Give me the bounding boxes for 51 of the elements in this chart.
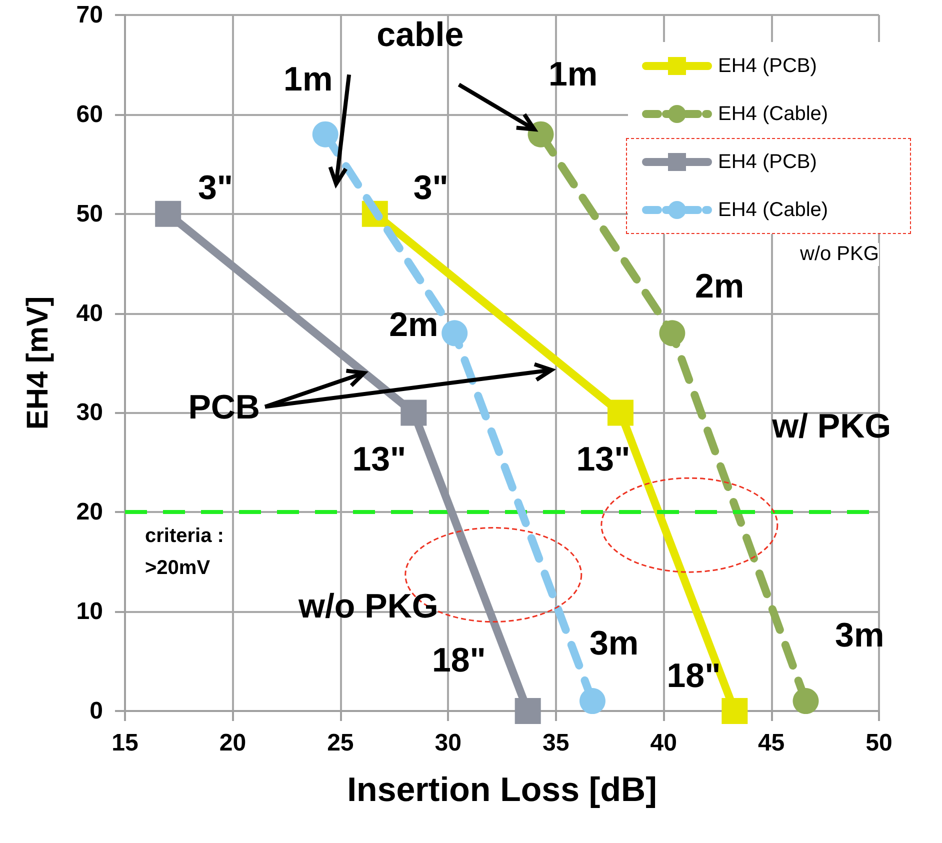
- annotation: cable: [376, 16, 464, 54]
- point: [722, 698, 748, 724]
- annotation: 18": [666, 657, 721, 696]
- annotation: 3m: [835, 616, 884, 654]
- annotation: w/ PKG: [771, 408, 892, 446]
- x-tick-label: 35: [542, 730, 570, 756]
- annotation: 1m: [284, 60, 333, 99]
- y-tick-label: 70: [76, 2, 103, 28]
- y-axis-title: EH4 [mV]: [22, 296, 54, 430]
- point: [528, 121, 554, 148]
- y-tick-label: 0: [90, 698, 103, 724]
- point: [400, 400, 427, 426]
- x-tick-label: 25: [327, 730, 354, 756]
- annotation: 1m: [548, 56, 598, 94]
- point: [580, 688, 606, 714]
- point: [312, 121, 338, 148]
- x-tick-label: 45: [758, 730, 785, 756]
- point: [607, 400, 634, 426]
- x-tick-label: 15: [112, 730, 138, 756]
- point: [514, 698, 541, 724]
- x-tick-label: 20: [219, 730, 246, 756]
- legend-label: EH4 (PCB): [718, 54, 817, 78]
- y-tick-label: 10: [76, 598, 103, 626]
- point: [155, 200, 182, 227]
- x-tick-label: 40: [650, 730, 677, 756]
- legend-label: EH4 (PCB): [718, 150, 817, 174]
- y-tick-label: 20: [76, 498, 103, 526]
- annotation: PCB: [188, 388, 260, 427]
- annotation: w/o PKG: [298, 588, 438, 626]
- ref-line-label: criteria : >20mV: [145, 524, 225, 582]
- point: [442, 320, 468, 346]
- annotation: w/o PKG: [800, 243, 879, 266]
- y-tick-label: 30: [76, 399, 103, 426]
- x-tick-label: 30: [434, 730, 462, 756]
- annotation: 13": [352, 440, 406, 478]
- legend-label: EH4 (Cable): [718, 102, 828, 126]
- annotation: 3": [198, 169, 233, 208]
- x-tick-label: 50: [866, 730, 892, 756]
- y-tick-label: 40: [76, 300, 103, 327]
- annotation: 3m: [589, 624, 639, 662]
- annotation: 18": [432, 641, 486, 680]
- point: [792, 688, 819, 714]
- annotation: 2m: [695, 267, 744, 306]
- y-tick-label: 50: [76, 200, 103, 228]
- x-axis-title: Insertion Loss [dB]: [347, 771, 657, 809]
- y-tick-label: 60: [76, 100, 103, 128]
- annotation: 2m: [389, 306, 438, 344]
- annotation: 3": [413, 169, 448, 208]
- annotation: 13": [576, 440, 630, 478]
- point: [659, 320, 686, 346]
- legend-label: EH4 (Cable): [718, 198, 828, 222]
